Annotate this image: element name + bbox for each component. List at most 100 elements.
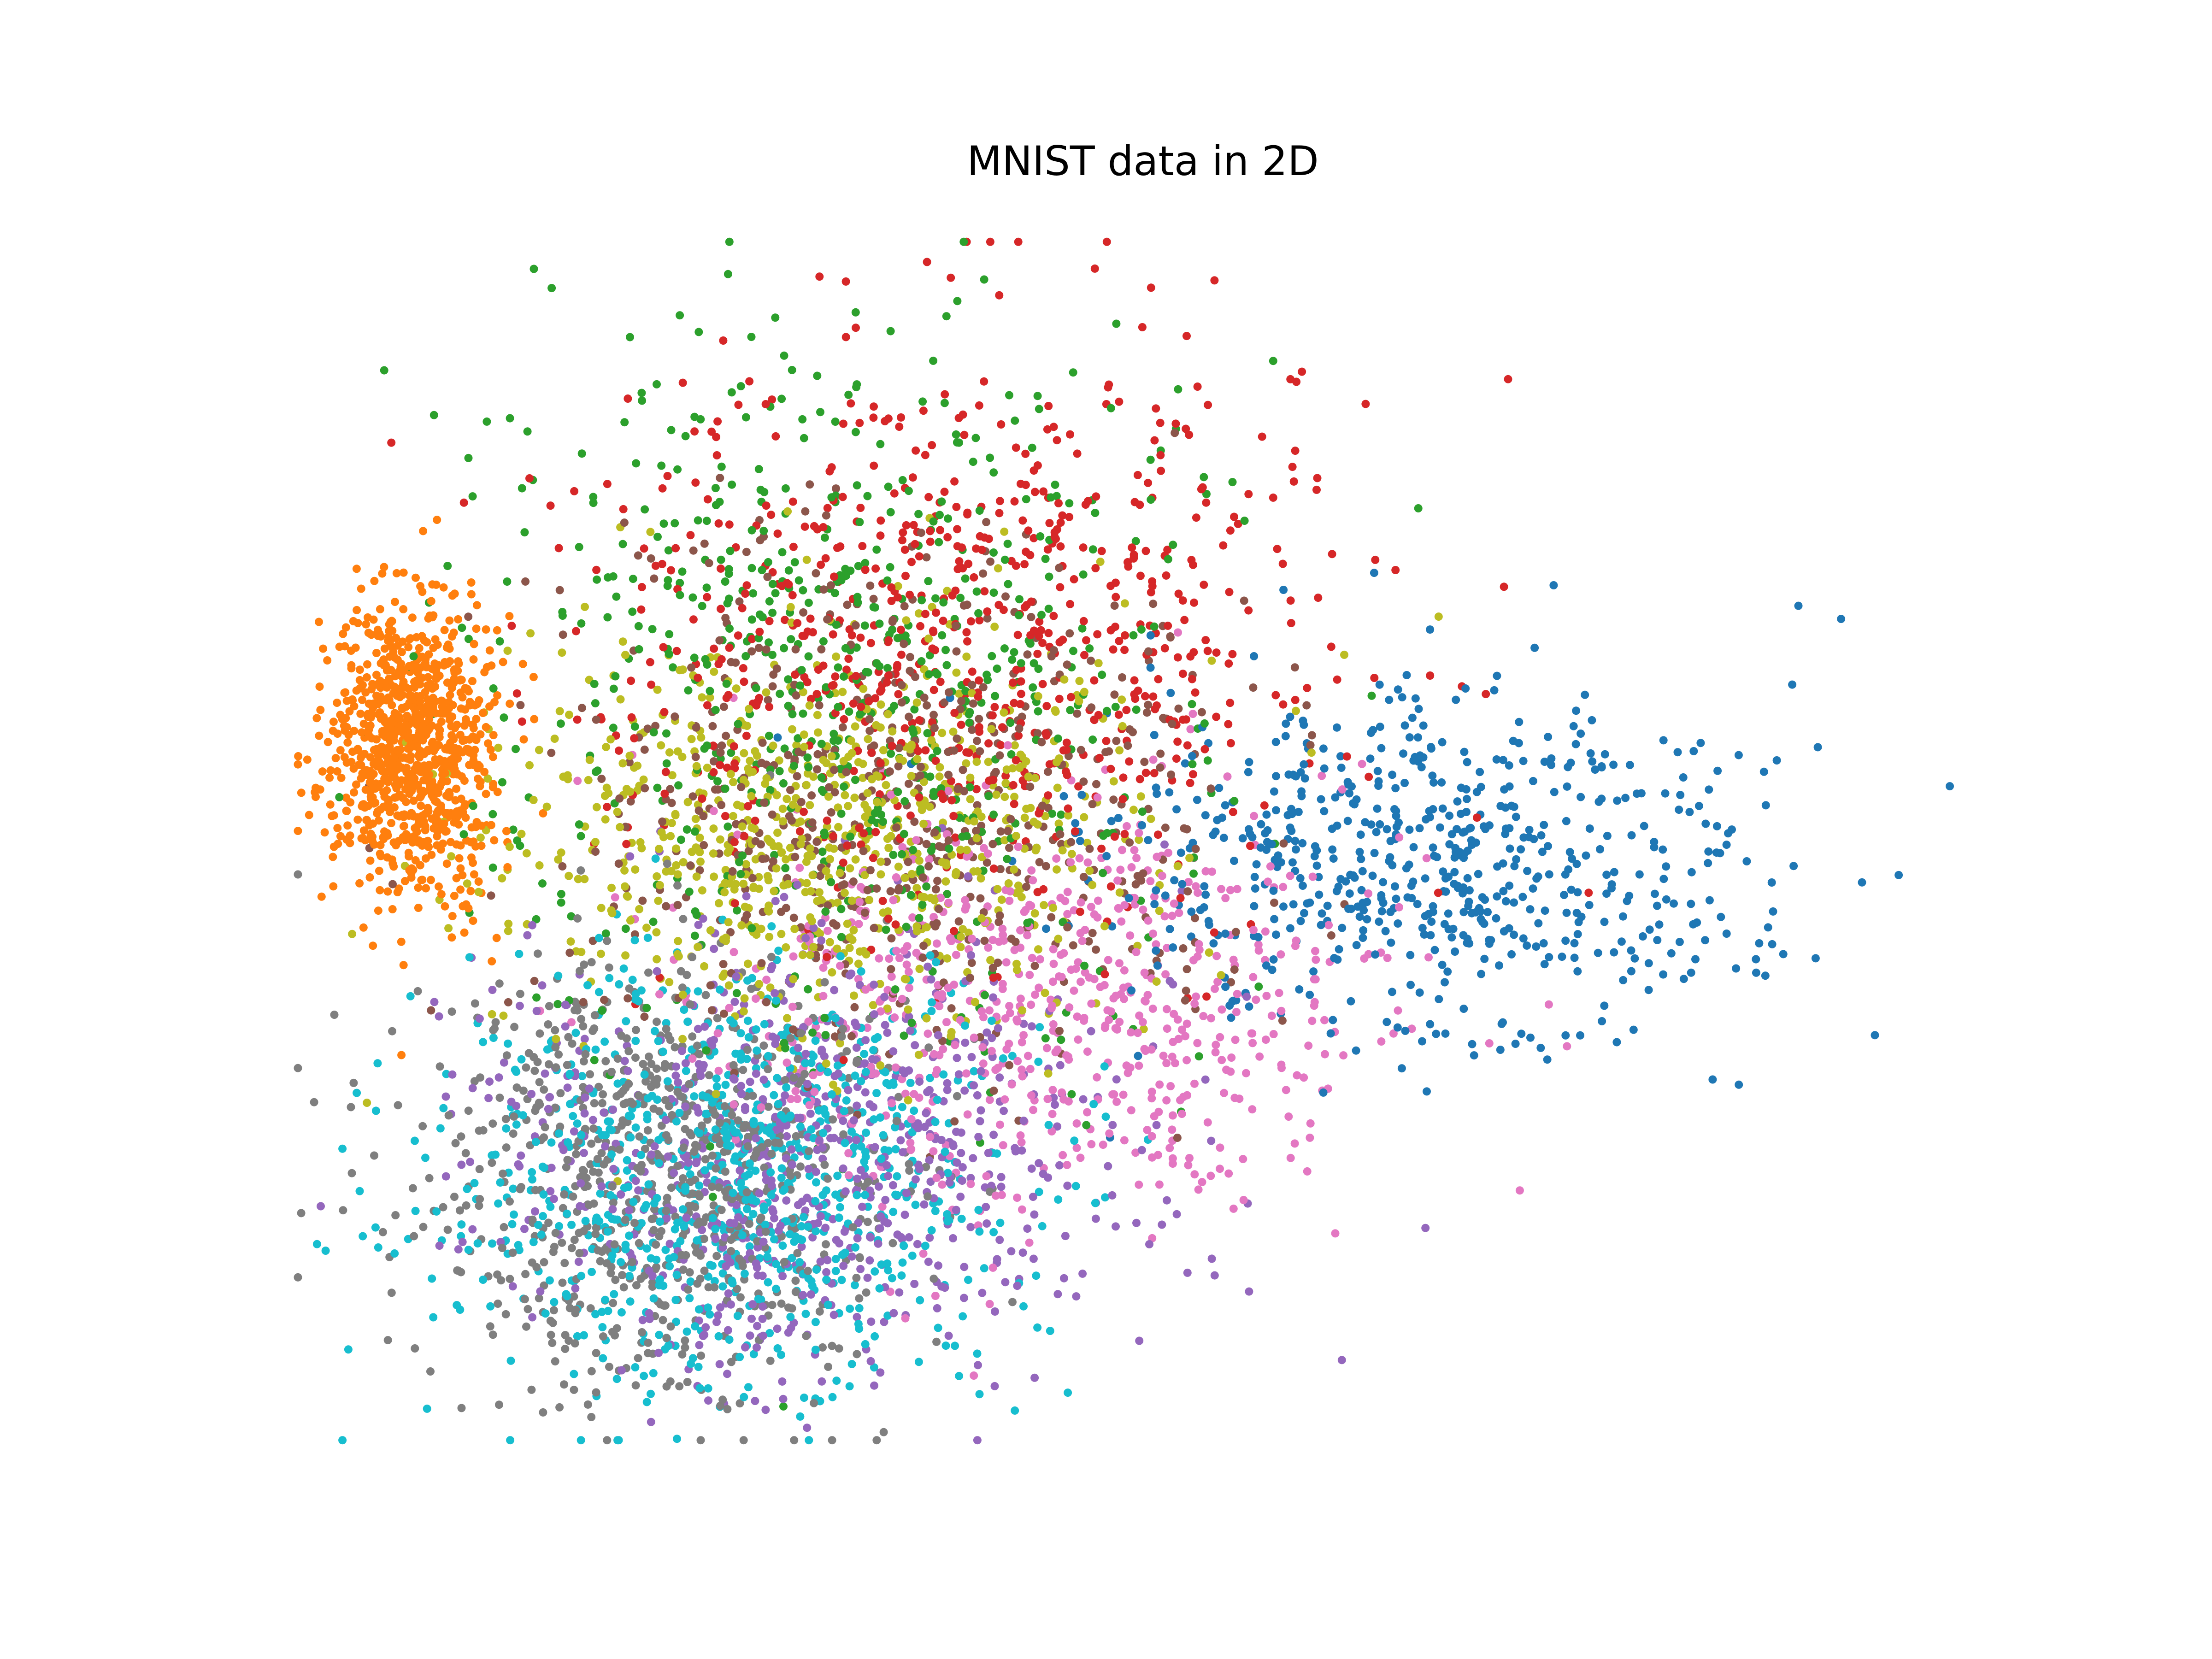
scatter-point bbox=[857, 840, 865, 849]
scatter-point bbox=[989, 468, 998, 477]
scatter-point bbox=[973, 801, 982, 810]
scatter-point bbox=[562, 1163, 571, 1171]
scatter-point bbox=[1076, 907, 1084, 916]
scatter-point bbox=[739, 1065, 747, 1074]
scatter-point bbox=[1250, 873, 1259, 881]
scatter-point bbox=[735, 597, 744, 606]
scatter-point bbox=[618, 540, 627, 548]
scatter-point bbox=[475, 762, 484, 771]
scatter-point bbox=[741, 413, 750, 422]
scatter-point bbox=[1512, 812, 1520, 821]
scatter-point bbox=[824, 1363, 833, 1371]
scatter-point bbox=[718, 1395, 727, 1404]
scatter-point bbox=[592, 1349, 600, 1358]
scatter-point bbox=[866, 866, 875, 875]
scatter-point bbox=[1716, 849, 1724, 858]
scatter-point bbox=[1320, 1016, 1329, 1024]
scatter-point bbox=[1505, 761, 1513, 770]
scatter-point bbox=[1006, 1009, 1014, 1018]
scatter-point bbox=[1098, 671, 1106, 679]
scatter-point bbox=[411, 1206, 420, 1215]
scatter-point bbox=[1005, 1061, 1014, 1070]
scatter-point bbox=[1227, 1053, 1236, 1062]
scatter-point bbox=[630, 930, 639, 939]
scatter-point bbox=[652, 1263, 661, 1271]
scatter-point bbox=[671, 712, 679, 721]
scatter-point bbox=[476, 1195, 484, 1203]
scatter-point bbox=[1232, 996, 1241, 1005]
scatter-point bbox=[780, 744, 789, 753]
scatter-point bbox=[962, 653, 971, 661]
scatter-point bbox=[653, 967, 661, 976]
scatter-point bbox=[731, 1135, 740, 1144]
scatter-point bbox=[658, 817, 667, 826]
scatter-point bbox=[518, 659, 527, 668]
scatter-point bbox=[1573, 888, 1582, 897]
scatter-point bbox=[624, 892, 632, 901]
scatter-point bbox=[1355, 847, 1364, 856]
scatter-point bbox=[1168, 912, 1177, 920]
scatter-point bbox=[1523, 941, 1531, 950]
scatter-point bbox=[1147, 495, 1155, 504]
scatter-point bbox=[808, 1233, 817, 1242]
scatter-point bbox=[1717, 912, 1725, 921]
scatter-point bbox=[768, 682, 777, 691]
scatter-point bbox=[928, 441, 936, 449]
scatter-point bbox=[1110, 690, 1119, 699]
scatter-point bbox=[908, 1251, 917, 1260]
scatter-point bbox=[950, 477, 959, 486]
scatter-point bbox=[1376, 723, 1384, 731]
scatter-point bbox=[1144, 700, 1153, 709]
scatter-point bbox=[431, 709, 440, 718]
scatter-point bbox=[821, 1031, 830, 1040]
scatter-point bbox=[927, 998, 936, 1007]
scatter-point bbox=[504, 919, 513, 928]
scatter-point bbox=[450, 1193, 459, 1201]
scatter-point bbox=[1621, 794, 1630, 802]
scatter-point bbox=[651, 854, 660, 863]
scatter-point bbox=[1504, 375, 1512, 383]
scatter-point bbox=[1174, 385, 1182, 394]
scatter-point bbox=[839, 1130, 848, 1139]
scatter-point bbox=[631, 1381, 640, 1390]
scatter-point bbox=[392, 841, 400, 850]
scatter-point bbox=[678, 1035, 687, 1043]
scatter-point bbox=[989, 1228, 998, 1236]
scatter-point bbox=[916, 1296, 924, 1305]
scatter-point bbox=[1286, 712, 1294, 721]
scatter-point bbox=[1060, 675, 1069, 684]
scatter-point bbox=[889, 1207, 898, 1216]
scatter-point bbox=[983, 614, 992, 623]
scatter-point bbox=[1120, 1136, 1129, 1145]
scatter-point bbox=[1108, 1121, 1117, 1130]
scatter-point bbox=[753, 1271, 762, 1280]
scatter-point bbox=[1054, 819, 1063, 828]
scatter-point bbox=[1016, 994, 1025, 1003]
scatter-point bbox=[976, 894, 985, 903]
scatter-point bbox=[1463, 874, 1472, 882]
scatter-point bbox=[855, 1253, 864, 1262]
scatter-point bbox=[371, 1106, 380, 1115]
scatter-point bbox=[356, 709, 365, 718]
scatter-point bbox=[853, 1350, 861, 1359]
scatter-point bbox=[762, 976, 771, 984]
scatter-point bbox=[448, 591, 457, 600]
scatter-point bbox=[975, 506, 984, 515]
scatter-point bbox=[845, 944, 854, 953]
scatter-point bbox=[980, 587, 989, 596]
scatter-point bbox=[1211, 984, 1219, 993]
scatter-point bbox=[841, 1139, 849, 1147]
scatter-point bbox=[799, 688, 807, 696]
scatter-point bbox=[740, 1269, 749, 1278]
scatter-point bbox=[770, 1214, 778, 1223]
scatter-point bbox=[840, 715, 848, 724]
scatter-point bbox=[1640, 822, 1648, 830]
scatter-point bbox=[426, 876, 435, 884]
scatter-point bbox=[625, 758, 634, 767]
scatter-point bbox=[869, 1046, 878, 1054]
scatter-point bbox=[733, 1284, 741, 1293]
scatter-point bbox=[1588, 716, 1596, 724]
scatter-point bbox=[554, 855, 563, 864]
scatter-point bbox=[1175, 909, 1183, 917]
scatter-point bbox=[611, 1276, 620, 1284]
